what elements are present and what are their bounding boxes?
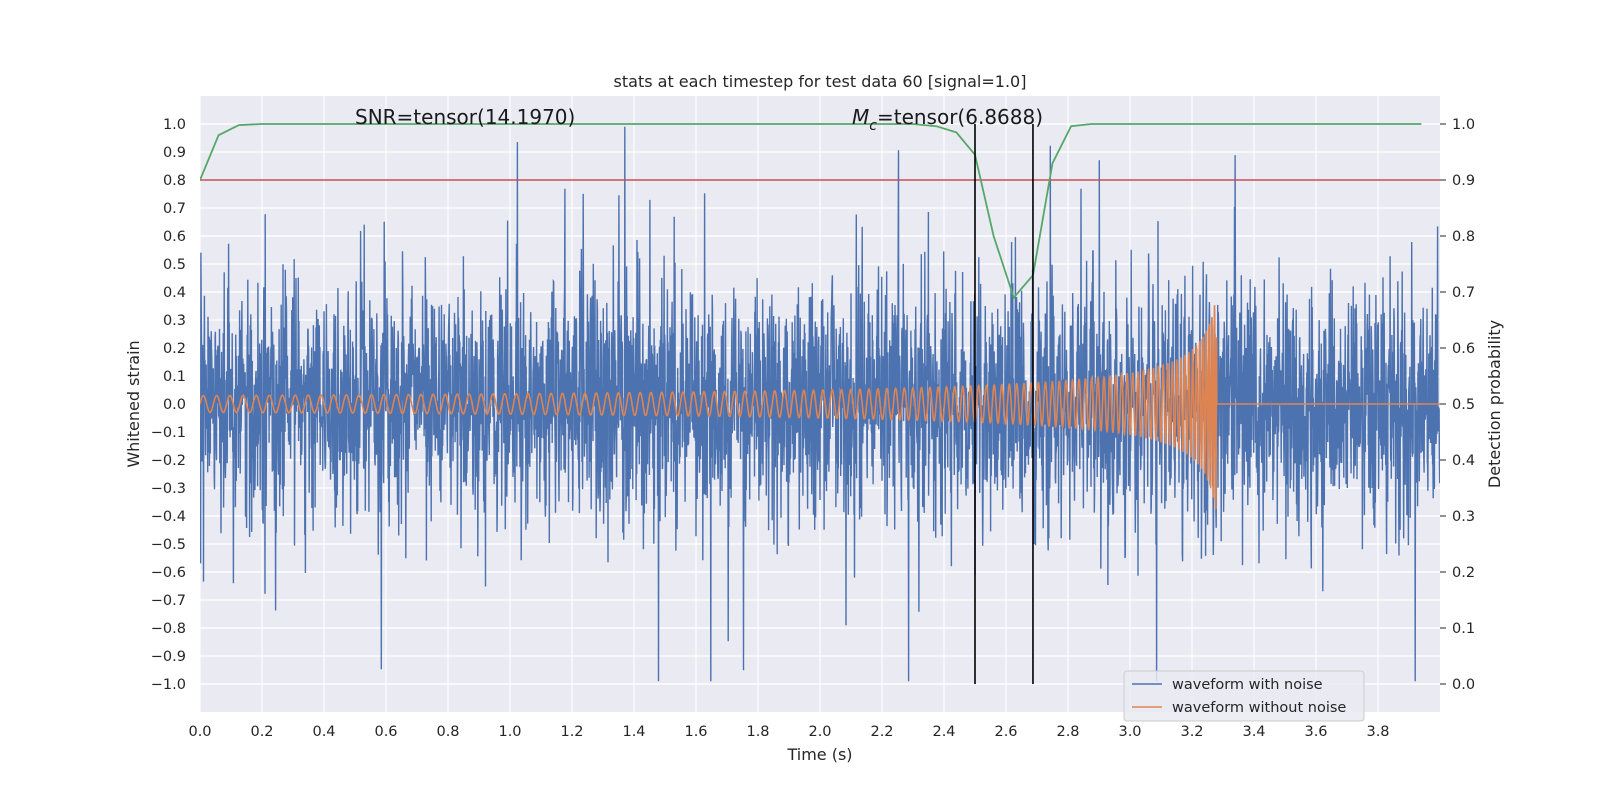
y-tick-label: 0.1 (163, 369, 186, 385)
snr-annotation: SNR=tensor(14.1970) (355, 105, 575, 129)
y-tick-label: −0.5 (151, 537, 186, 553)
y2-tick-label: 0.2 (1452, 565, 1475, 581)
y-tick-label: −0.9 (151, 649, 186, 665)
series-line-clean (200, 305, 1440, 510)
x-tick-label: 3.2 (1180, 724, 1203, 740)
y-tick-label: 0.9 (163, 145, 186, 161)
x-tick-label: 2.6 (994, 724, 1017, 740)
legend[interactable]: waveform with noise waveform without noi… (1123, 670, 1365, 722)
y-tick-label: 0.7 (163, 201, 186, 217)
x-tick-label: 3.0 (1118, 724, 1141, 740)
x-tick-label: 0.0 (188, 724, 211, 740)
y-tick-label: 0.0 (163, 397, 186, 413)
x-tick-label: 0.2 (250, 724, 273, 740)
y2-tick-label: 0.8 (1452, 229, 1475, 245)
y2-tick-label: 0.0 (1452, 677, 1475, 693)
y-tick-label: 0.2 (163, 341, 186, 357)
y2-tick-label: 0.7 (1452, 285, 1475, 301)
x-tick-label: 2.0 (808, 724, 831, 740)
y-tick-label: −0.3 (151, 481, 186, 497)
chirp-mass-subscript: c (869, 118, 877, 134)
y-tick-label: −0.8 (151, 621, 186, 637)
y2-tick-label: 0.1 (1452, 621, 1475, 637)
x-tick-label: 1.4 (622, 724, 645, 740)
chirp-mass-symbol: M (852, 105, 869, 129)
y-tick-label: −0.6 (151, 565, 186, 581)
y2-tick-label: 0.4 (1452, 453, 1475, 469)
x-tick-label: 2.2 (870, 724, 893, 740)
y2-axis-label: Detection probability (1485, 320, 1504, 488)
x-tick-label: 2.4 (932, 724, 955, 740)
x-tick-label: 1.2 (560, 724, 583, 740)
y-tick-label: 0.5 (163, 257, 186, 273)
y2-tick-label: 0.3 (1452, 509, 1475, 525)
y-tick-label: −1.0 (151, 677, 186, 693)
x-tick-label: 1.0 (498, 724, 521, 740)
y-axis-label: Whitened strain (124, 340, 143, 467)
y-tick-label: −0.4 (151, 509, 186, 525)
y2-tick-label: 0.5 (1452, 397, 1475, 413)
legend-label-noise: waveform with noise (1172, 677, 1323, 693)
y2-tick-label: 1.0 (1452, 117, 1475, 133)
chirp-mass-value: =tensor(6.8688) (877, 105, 1043, 129)
x-tick-label: 3.6 (1304, 724, 1327, 740)
legend-label-clean: waveform without noise (1172, 700, 1346, 716)
x-tick-label: 2.8 (1056, 724, 1079, 740)
detection-probability-line (200, 123, 1422, 300)
legend-box (1123, 670, 1365, 722)
x-tick-label: 1.6 (684, 724, 707, 740)
x-tick-label: 0.6 (374, 724, 397, 740)
y-tick-label: −0.7 (151, 593, 186, 609)
y-tick-label: 0.6 (163, 229, 186, 245)
x-tick-label: 3.4 (1242, 724, 1265, 740)
series-line-noise (200, 126, 1440, 682)
chart-title: stats at each timestep for test data 60 … (614, 72, 1027, 91)
y2-tick-label: 0.9 (1452, 173, 1475, 189)
y-tick-label: 1.0 (163, 117, 186, 133)
y-tick-label: −0.2 (151, 453, 186, 469)
y2-tick-labels: 1.0 0.9 0.8 0.7 0.6 0.5 0.4 0.3 0.2 0.1 0.0 (1440, 117, 1475, 693)
x-tick-label: 0.4 (312, 724, 335, 740)
y-tick-labels: 1.0 0.9 0.8 0.7 0.6 0.5 0.4 0.3 0.2 0.1 0.0 −0.1 −0.… (151, 117, 186, 693)
series-layer (200, 123, 1440, 684)
x-tick-label: 1.8 (746, 724, 769, 740)
y-tick-label: −0.1 (151, 425, 186, 441)
y-tick-label: 0.3 (163, 313, 186, 329)
x-tick-label: 0.8 (436, 724, 459, 740)
chirp-mass-annotation: Mc=tensor(6.8688) (852, 105, 1043, 134)
x-tick-label: 3.8 (1366, 724, 1389, 740)
y-tick-label: 0.8 (163, 173, 186, 189)
x-tick-labels: 0.0 0.2 0.4 0.6 0.8 1.0 1.2 1.4 1.6 1.8 2.0 2.2 2.4 2… (188, 724, 1389, 740)
y-tick-label: 0.4 (163, 285, 186, 301)
x-axis-label: Time (s) (786, 745, 852, 764)
y2-tick-label: 0.6 (1452, 341, 1475, 357)
